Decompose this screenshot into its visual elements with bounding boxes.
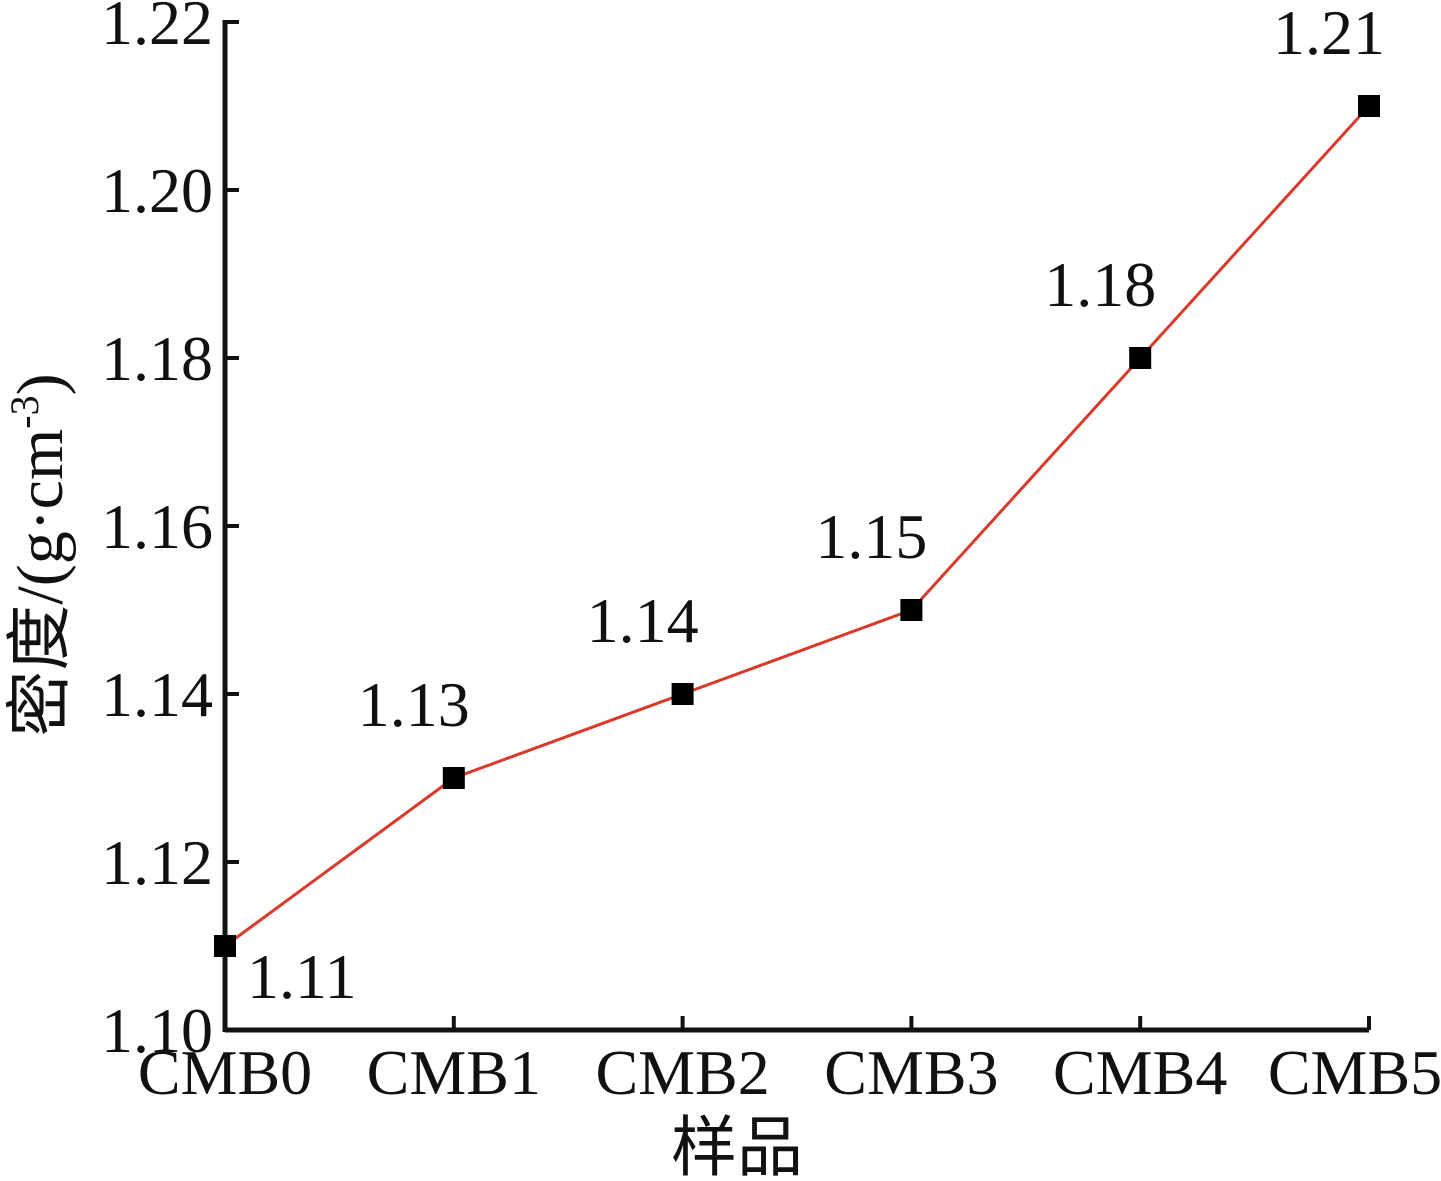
data-value-label: 1.21	[1273, 0, 1385, 68]
x-axis-label: 样品	[671, 1112, 803, 1181]
density-series	[224, 104, 1371, 948]
markers	[214, 95, 1380, 957]
data-value-label: 1.18	[1044, 249, 1156, 320]
y-tick-label: 1.20	[101, 155, 213, 226]
data-value-label: 1.15	[815, 501, 927, 572]
x-tick-label: CMB1	[367, 1037, 541, 1108]
data-point-marker	[442, 767, 465, 789]
y-tick-label: 1.18	[101, 323, 213, 394]
data-point-marker	[900, 599, 923, 621]
data-value-label: 1.14	[587, 585, 699, 656]
x-tick-label: CMB2	[595, 1037, 769, 1108]
y-tick-label: 1.22	[101, 0, 213, 58]
data-point-marker	[671, 683, 694, 705]
y-tick-label: 1.12	[101, 827, 213, 898]
y-tick-label: 1.16	[101, 491, 213, 562]
y-axis-label: 密度/(g·cm-3)	[2, 373, 77, 736]
x-tick-label: CMB0	[138, 1037, 312, 1108]
y-tick-label: 1.10	[101, 995, 213, 1066]
data-value-label: 1.11	[247, 941, 357, 1012]
x-tick-label: CMB5	[1268, 1037, 1441, 1108]
y-ticks: 1.10 1.12 1.14 1.16 1.18 1.20 1.22	[101, 0, 239, 1066]
data-point-marker	[1358, 95, 1380, 117]
series-line	[224, 104, 1371, 948]
axes	[222, 20, 1369, 1033]
x-ticks: CMB0 CMB1 CMB2 CMB3 CMB4 CMB5	[138, 1016, 1441, 1108]
y-axis-label-superscript: -3	[2, 395, 47, 428]
data-value-label: 1.13	[358, 669, 470, 740]
y-tick-label: 1.14	[101, 659, 213, 730]
data-point-marker	[1129, 347, 1152, 369]
data-labels: 1.11 1.13 1.14 1.15 1.18 1.21	[247, 0, 1385, 1012]
x-tick-label: CMB4	[1053, 1037, 1227, 1108]
y-axis-label-main: 密度/(g·cm	[4, 429, 77, 737]
x-tick-label: CMB3	[824, 1037, 998, 1108]
data-point-marker	[214, 935, 236, 957]
y-axis-label-close: )	[4, 373, 77, 395]
